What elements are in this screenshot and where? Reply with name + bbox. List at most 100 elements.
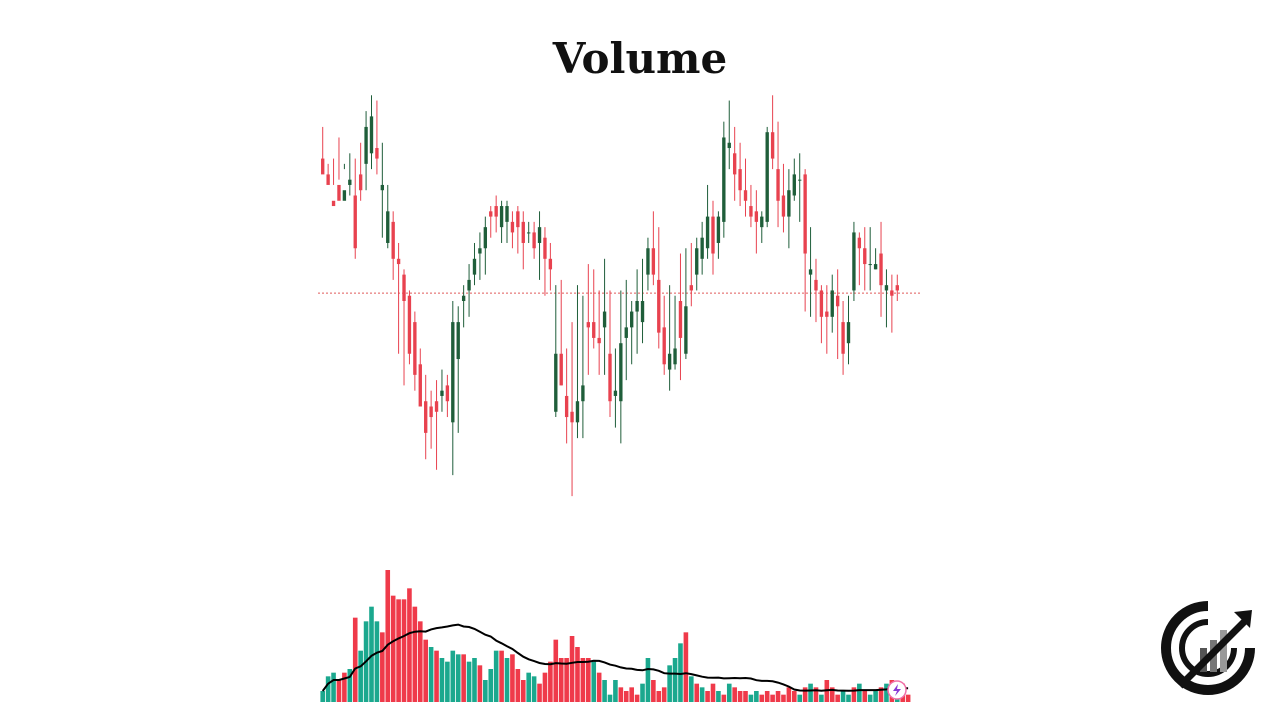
volume-bar bbox=[369, 606, 374, 702]
chart-growth-logo bbox=[1161, 601, 1255, 695]
candle bbox=[337, 137, 341, 201]
candle bbox=[342, 163, 347, 201]
volume-bar bbox=[423, 639, 429, 702]
candle-body bbox=[879, 253, 883, 286]
volume-bar bbox=[699, 687, 705, 702]
candle-body bbox=[358, 174, 363, 191]
candle-body bbox=[776, 169, 780, 201]
volume-bar bbox=[645, 658, 651, 702]
volume-bar bbox=[352, 617, 358, 702]
candle bbox=[689, 242, 693, 307]
volume-bar bbox=[851, 687, 857, 702]
candle-body bbox=[705, 216, 710, 249]
candle bbox=[358, 142, 363, 201]
candle bbox=[516, 206, 520, 254]
candle-body bbox=[472, 258, 477, 275]
candle-body bbox=[396, 258, 401, 265]
volume-bar bbox=[358, 650, 363, 702]
candle bbox=[792, 158, 796, 201]
candle-body bbox=[413, 322, 417, 375]
candle bbox=[673, 295, 677, 370]
volume-bar bbox=[667, 665, 672, 702]
candle-body bbox=[554, 353, 558, 412]
candle-body bbox=[646, 248, 650, 275]
candle-body bbox=[483, 227, 488, 249]
candle-body bbox=[342, 190, 347, 201]
volume-bar bbox=[689, 676, 694, 702]
volume-bar bbox=[434, 650, 439, 702]
candle-body bbox=[461, 295, 466, 301]
candle bbox=[429, 390, 433, 449]
candle-body bbox=[770, 132, 775, 159]
candle-body bbox=[597, 337, 601, 344]
candle-body bbox=[684, 306, 688, 354]
candle bbox=[532, 221, 536, 259]
candle-body bbox=[386, 211, 390, 243]
candle-body bbox=[321, 158, 325, 175]
candle-body bbox=[592, 322, 596, 338]
volume-bar bbox=[591, 661, 597, 702]
volume-bar bbox=[607, 694, 613, 702]
candle bbox=[559, 279, 563, 386]
candle bbox=[846, 295, 851, 365]
candle-body bbox=[890, 290, 894, 296]
lightning-bolt-icon[interactable] bbox=[887, 680, 907, 700]
candle bbox=[592, 269, 596, 349]
candle-body bbox=[695, 248, 699, 275]
volume-bar bbox=[613, 680, 618, 702]
volume-bar bbox=[602, 680, 607, 702]
candle bbox=[835, 269, 840, 360]
candle-body bbox=[808, 269, 813, 275]
volume-bar bbox=[396, 599, 401, 702]
candle bbox=[776, 121, 780, 228]
candle bbox=[456, 306, 460, 433]
candle-body bbox=[353, 195, 357, 249]
candle-body bbox=[787, 190, 791, 217]
candle bbox=[348, 153, 352, 196]
candle-body bbox=[732, 153, 737, 175]
candle bbox=[391, 211, 395, 280]
candle bbox=[884, 269, 889, 328]
candle bbox=[472, 242, 477, 286]
volume-bar bbox=[672, 658, 678, 702]
candle-body bbox=[375, 148, 379, 159]
candle-body bbox=[711, 216, 715, 254]
candle bbox=[375, 100, 379, 175]
volume-histogram bbox=[320, 570, 911, 702]
volume-bar bbox=[873, 691, 878, 702]
candle-body bbox=[667, 353, 672, 370]
volume-bar bbox=[791, 691, 797, 702]
volume-bar bbox=[412, 606, 418, 702]
candle-body bbox=[743, 190, 748, 201]
volume-bar bbox=[455, 654, 461, 702]
candle-body bbox=[830, 290, 834, 317]
candle bbox=[890, 274, 894, 333]
volume-bar bbox=[813, 687, 819, 702]
candle-body bbox=[391, 221, 395, 259]
candle bbox=[857, 232, 862, 286]
candle bbox=[749, 184, 753, 228]
candle-body bbox=[402, 274, 406, 301]
volume-bar bbox=[390, 595, 396, 702]
candle bbox=[895, 274, 899, 301]
candle-body bbox=[852, 232, 856, 291]
candle bbox=[483, 216, 488, 275]
candle bbox=[760, 211, 764, 243]
volume-bar bbox=[483, 680, 488, 702]
volume-bar bbox=[857, 683, 862, 702]
candle bbox=[554, 285, 558, 418]
candle bbox=[722, 121, 726, 238]
candle-body bbox=[835, 295, 840, 307]
volume-bar bbox=[618, 687, 624, 702]
candle bbox=[830, 274, 834, 333]
candle-body bbox=[489, 211, 493, 217]
candle-body bbox=[575, 401, 580, 423]
candle-body bbox=[326, 174, 330, 185]
candle-body bbox=[819, 290, 824, 317]
volume-bar bbox=[569, 636, 575, 702]
candle-body bbox=[630, 311, 634, 328]
volume-bar bbox=[661, 687, 667, 702]
candle bbox=[396, 242, 401, 354]
candle bbox=[879, 221, 883, 317]
